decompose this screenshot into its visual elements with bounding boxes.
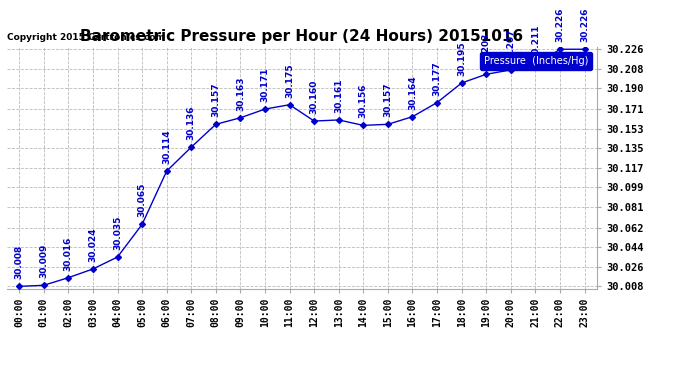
- Text: 30.177: 30.177: [433, 61, 442, 96]
- Text: 30.164: 30.164: [408, 75, 417, 110]
- Text: 30.009: 30.009: [39, 244, 48, 278]
- Text: 30.035: 30.035: [113, 216, 122, 250]
- Text: 30.226: 30.226: [580, 8, 589, 42]
- Text: 30.157: 30.157: [211, 83, 220, 117]
- Text: 30.157: 30.157: [384, 83, 393, 117]
- Text: 30.195: 30.195: [457, 41, 466, 76]
- Legend: Pressure  (Inches/Hg): Pressure (Inches/Hg): [480, 52, 592, 69]
- Text: 30.024: 30.024: [88, 228, 97, 262]
- Text: 30.156: 30.156: [359, 84, 368, 118]
- Text: 30.203: 30.203: [482, 33, 491, 68]
- Text: Copyright 2015 Cartronics.com: Copyright 2015 Cartronics.com: [7, 33, 165, 42]
- Text: 30.207: 30.207: [506, 28, 515, 63]
- Text: 30.211: 30.211: [531, 24, 540, 58]
- Text: 30.161: 30.161: [334, 78, 343, 113]
- Text: 30.114: 30.114: [162, 129, 171, 164]
- Text: 30.160: 30.160: [310, 80, 319, 114]
- Text: 30.136: 30.136: [187, 106, 196, 140]
- Text: 30.016: 30.016: [64, 236, 73, 271]
- Title: Barometric Pressure per Hour (24 Hours) 20151016: Barometric Pressure per Hour (24 Hours) …: [80, 29, 524, 44]
- Text: 30.065: 30.065: [137, 183, 146, 218]
- Text: 30.163: 30.163: [236, 76, 245, 111]
- Text: 30.171: 30.171: [261, 68, 270, 102]
- Text: 30.175: 30.175: [285, 63, 294, 98]
- Text: 30.008: 30.008: [14, 245, 23, 279]
- Text: 30.226: 30.226: [555, 8, 564, 42]
